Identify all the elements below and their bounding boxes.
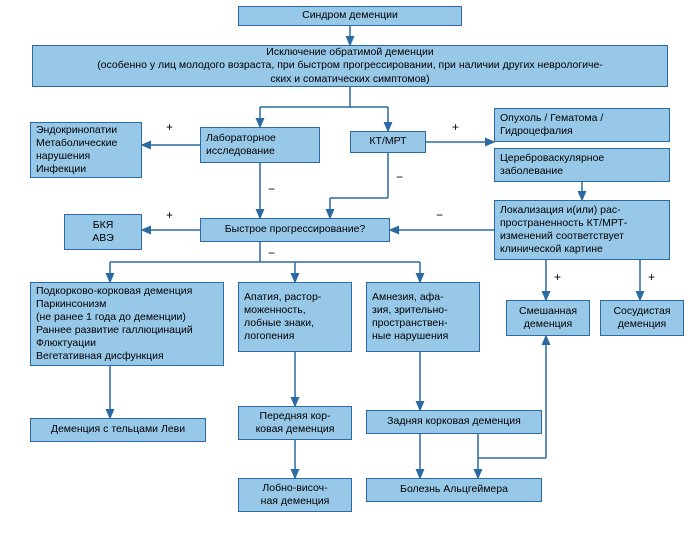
node-n14: Смешаннаядеменция [506, 300, 590, 336]
edge-label-22: + [648, 270, 655, 284]
node-n1: Синдром деменции [238, 6, 462, 26]
node-n15: Сосудистаядеменция [600, 300, 684, 336]
node-n4: Лабораторноеисследование [200, 127, 320, 163]
node-n5: КТ/МРТ [350, 131, 426, 153]
node-n16: Деменция с тельцами Леви [30, 418, 206, 442]
node-n17: Передняя кор-ковая деменция [238, 406, 352, 440]
node-n2: Исключение обратимой деменции(особенно у… [32, 45, 668, 87]
node-n19: Лобно-височ-ная деменция [238, 478, 352, 512]
edge-label-7: + [452, 120, 459, 134]
edge-label-14: − [436, 208, 443, 222]
flowchart-canvas: Синдром деменции Исключение обратимой дем… [0, 0, 700, 557]
edge-label-9: − [268, 182, 275, 196]
node-n8: БКЯАВЭ [64, 214, 142, 250]
node-n12: Апатия, растор-моженность,лобные знаки,л… [238, 282, 352, 352]
node-n9: Быстрое прогрессирование? [200, 218, 390, 242]
node-n11: Подкорково-корковая деменцияПаркинсонизм… [30, 282, 224, 366]
edge-label-15: − [268, 246, 275, 260]
edge-label-10: − [396, 170, 403, 184]
node-n3: ЭндокринопатииМетаболическиенарушенияИнф… [30, 122, 142, 178]
node-n13: Амнезия, афа-зия, зрительно-пространстве… [366, 282, 480, 352]
edge-label-21: + [554, 270, 561, 284]
node-n18: Задняя корковая деменция [366, 410, 542, 434]
node-n20: Болезнь Альцгеймера [366, 478, 542, 502]
node-n10: Локализация и(или) рас-пространенность К… [494, 200, 670, 260]
edge-label-6: + [166, 120, 173, 134]
edge-label-13: + [166, 208, 173, 222]
node-n6: Опухоль / Гематома /Гидроцефалия [494, 108, 670, 142]
node-n7: Цереброваскулярноезаболевание [494, 148, 670, 182]
